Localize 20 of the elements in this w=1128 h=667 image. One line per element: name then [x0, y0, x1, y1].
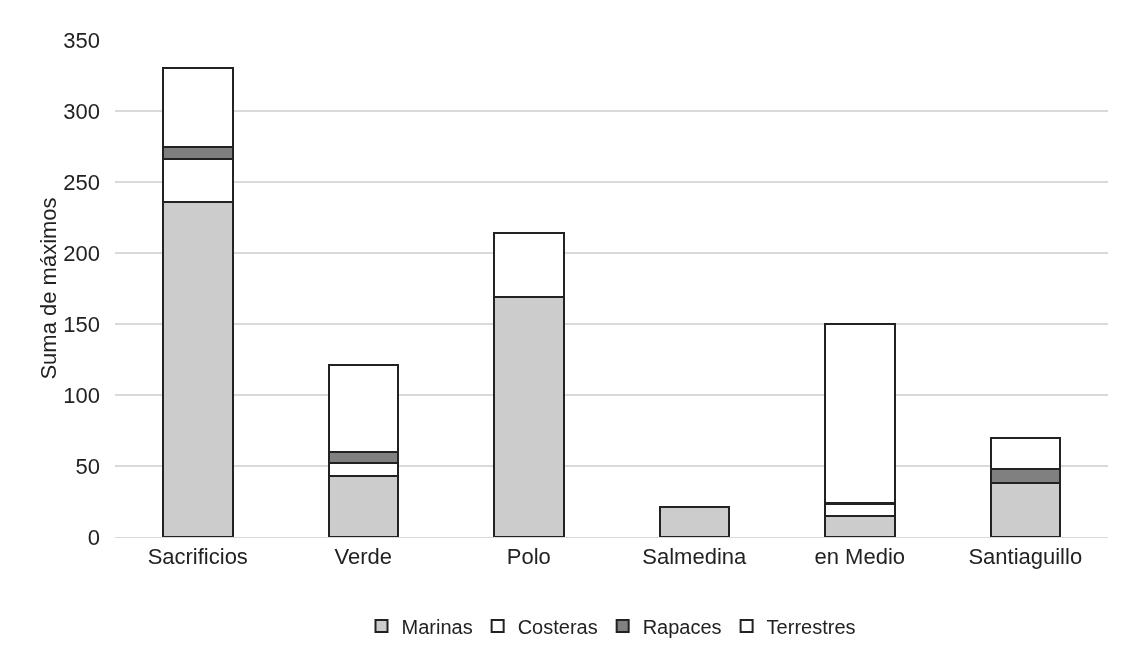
legend-label: Rapaces — [642, 615, 722, 638]
y-tick-label: 200 — [63, 240, 100, 266]
y-axis-title: Suma de máximos — [36, 197, 62, 380]
y-tick-label: 350 — [63, 27, 100, 53]
y-tick-label: 100 — [63, 382, 100, 408]
y-tick-label: 0 — [87, 524, 100, 550]
legend-label: Marinas — [401, 615, 473, 638]
legend-label: Costeras — [517, 615, 598, 638]
x-tick-label: Verde — [334, 544, 392, 570]
x-tick-label: Salmedina — [642, 544, 747, 570]
x-tick-label: en Medio — [814, 544, 906, 570]
x-tick-label: Santiaguillo — [968, 544, 1083, 570]
y-tick-label: 50 — [75, 453, 100, 479]
y-tick-label: 150 — [63, 311, 100, 337]
bar — [658, 506, 731, 537]
y-tick-label: 250 — [63, 169, 100, 195]
x-tick-label: Polo — [506, 544, 551, 570]
y-tick-label: 300 — [63, 98, 100, 124]
legend-label: Terrestres — [766, 615, 856, 638]
x-tick-label: Sacrificios — [147, 544, 248, 570]
